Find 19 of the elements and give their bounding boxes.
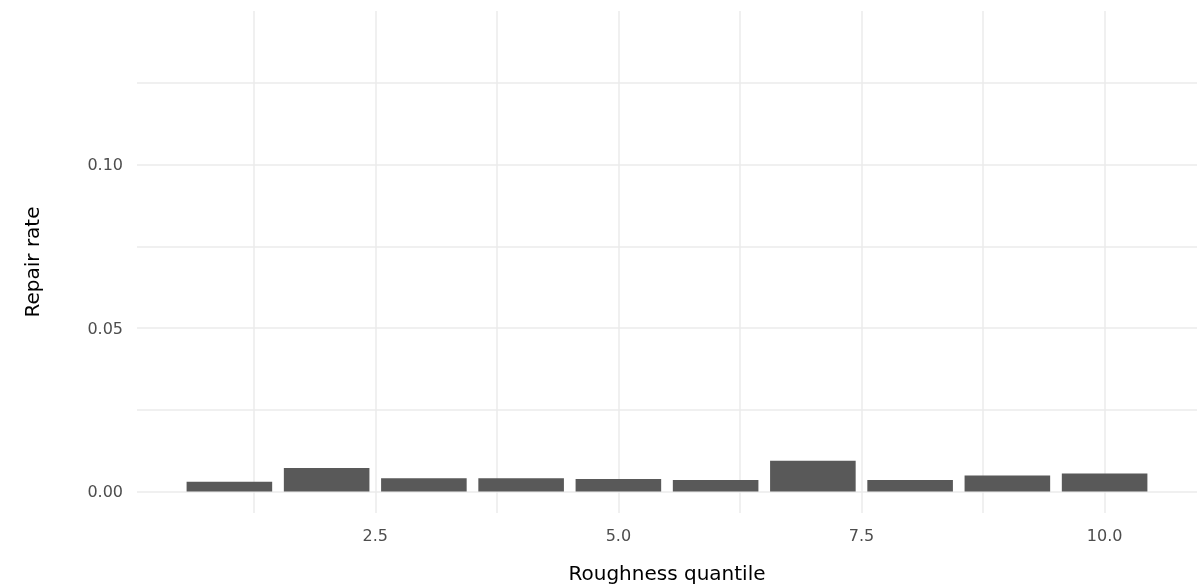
- y-tick-label: 0.00: [87, 481, 123, 501]
- bar: [867, 479, 953, 492]
- x-axis-title: Roughness quantile: [568, 561, 766, 585]
- bar: [770, 460, 856, 492]
- bar: [381, 478, 467, 492]
- y-axis-title: Repair rate: [20, 206, 44, 318]
- y-tick-label: 0.10: [87, 155, 123, 175]
- bar: [186, 481, 273, 492]
- bar: [478, 478, 564, 492]
- bar: [672, 479, 759, 492]
- x-tick-label: 5.0: [605, 525, 632, 545]
- x-tick-label: 7.5: [848, 525, 875, 545]
- bar: [964, 475, 1051, 492]
- bar: [1061, 473, 1148, 492]
- x-tick-label: 10.0: [1086, 525, 1123, 545]
- x-tick-label: 2.5: [362, 525, 388, 545]
- bar: [575, 479, 662, 492]
- y-tick-label: 0.05: [87, 318, 123, 338]
- bar: [283, 467, 370, 492]
